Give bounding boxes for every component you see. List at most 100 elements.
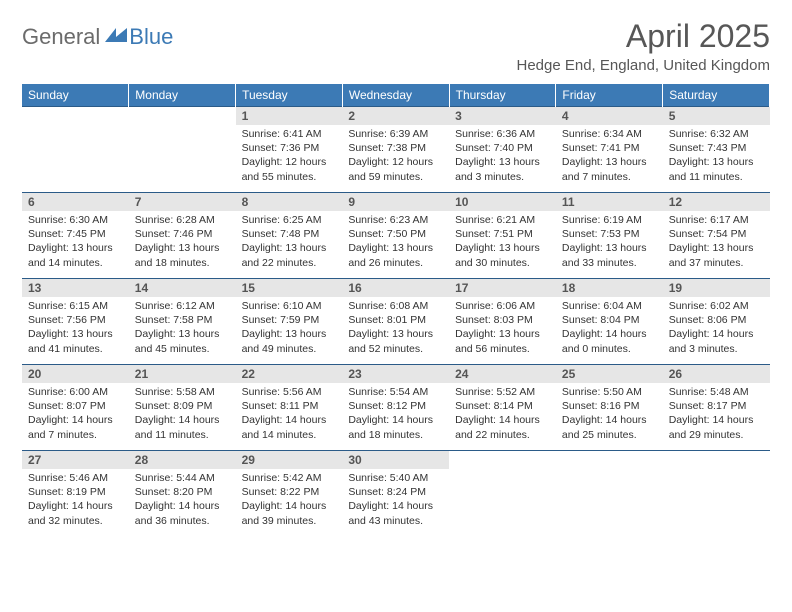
day-detail-line: and 29 minutes. <box>669 428 764 442</box>
day-detail-line: and 14 minutes. <box>28 256 123 270</box>
day-number: 15 <box>236 279 343 297</box>
day-detail-line: Sunrise: 6:06 AM <box>455 299 550 313</box>
day-detail-line: Sunrise: 6:23 AM <box>348 213 443 227</box>
day-details: Sunrise: 5:54 AMSunset: 8:12 PMDaylight:… <box>342 383 449 446</box>
calendar-cell: 27Sunrise: 5:46 AMSunset: 8:19 PMDayligh… <box>22 451 129 537</box>
calendar-cell: 6Sunrise: 6:30 AMSunset: 7:45 PMDaylight… <box>22 193 129 279</box>
day-detail-line: Sunset: 8:14 PM <box>455 399 550 413</box>
calendar-cell: 15Sunrise: 6:10 AMSunset: 7:59 PMDayligh… <box>236 279 343 365</box>
calendar-cell: 20Sunrise: 6:00 AMSunset: 8:07 PMDayligh… <box>22 365 129 451</box>
weekday-header: Sunday <box>22 84 129 107</box>
day-details: Sunrise: 6:06 AMSunset: 8:03 PMDaylight:… <box>449 297 556 360</box>
day-detail-line: and 11 minutes. <box>669 170 764 184</box>
day-detail-line: and 56 minutes. <box>455 342 550 356</box>
day-detail-line: and 3 minutes. <box>669 342 764 356</box>
day-details: Sunrise: 6:28 AMSunset: 7:46 PMDaylight:… <box>129 211 236 274</box>
day-detail-line: Daylight: 14 hours <box>562 413 657 427</box>
day-number: 1 <box>236 107 343 125</box>
day-detail-line: Sunrise: 5:54 AM <box>348 385 443 399</box>
day-detail-line: and 0 minutes. <box>562 342 657 356</box>
day-detail-line: Sunrise: 6:10 AM <box>242 299 337 313</box>
day-detail-line: Sunset: 8:04 PM <box>562 313 657 327</box>
weekday-header: Monday <box>129 84 236 107</box>
day-detail-line: Sunset: 8:09 PM <box>135 399 230 413</box>
day-detail-line: Sunset: 7:46 PM <box>135 227 230 241</box>
day-detail-line: Daylight: 14 hours <box>28 413 123 427</box>
day-detail-line: Sunrise: 6:17 AM <box>669 213 764 227</box>
day-details: Sunrise: 6:02 AMSunset: 8:06 PMDaylight:… <box>663 297 770 360</box>
day-detail-line: Sunrise: 5:46 AM <box>28 471 123 485</box>
day-detail-line: and 43 minutes. <box>348 514 443 528</box>
day-detail-line: and 45 minutes. <box>135 342 230 356</box>
day-details: Sunrise: 6:39 AMSunset: 7:38 PMDaylight:… <box>342 125 449 188</box>
day-detail-line: Daylight: 14 hours <box>28 499 123 513</box>
logo-text-blue: Blue <box>129 24 173 50</box>
day-detail-line: Daylight: 13 hours <box>135 327 230 341</box>
calendar-cell: 19Sunrise: 6:02 AMSunset: 8:06 PMDayligh… <box>663 279 770 365</box>
day-details: Sunrise: 5:52 AMSunset: 8:14 PMDaylight:… <box>449 383 556 446</box>
day-detail-line: Sunrise: 6:19 AM <box>562 213 657 227</box>
day-detail-line: and 22 minutes. <box>455 428 550 442</box>
day-detail-line: and 55 minutes. <box>242 170 337 184</box>
day-detail-line: Daylight: 14 hours <box>135 499 230 513</box>
day-detail-line: Sunset: 7:41 PM <box>562 141 657 155</box>
day-detail-line: Sunset: 7:51 PM <box>455 227 550 241</box>
day-detail-line: Sunset: 8:19 PM <box>28 485 123 499</box>
day-details: Sunrise: 5:40 AMSunset: 8:24 PMDaylight:… <box>342 469 449 532</box>
calendar-cell: 28Sunrise: 5:44 AMSunset: 8:20 PMDayligh… <box>129 451 236 537</box>
day-detail-line: Sunset: 7:45 PM <box>28 227 123 241</box>
day-detail-line: Sunrise: 6:02 AM <box>669 299 764 313</box>
day-detail-line: Daylight: 14 hours <box>455 413 550 427</box>
day-detail-line: Sunrise: 6:41 AM <box>242 127 337 141</box>
day-detail-line: Sunset: 7:54 PM <box>669 227 764 241</box>
day-detail-line: Sunset: 8:22 PM <box>242 485 337 499</box>
day-detail-line: Sunrise: 6:15 AM <box>28 299 123 313</box>
day-detail-line: and 39 minutes. <box>242 514 337 528</box>
calendar-row: 6Sunrise: 6:30 AMSunset: 7:45 PMDaylight… <box>22 193 770 279</box>
day-detail-line: and 59 minutes. <box>348 170 443 184</box>
day-detail-line: Sunset: 7:56 PM <box>28 313 123 327</box>
day-number: 12 <box>663 193 770 211</box>
day-detail-line: Daylight: 12 hours <box>242 155 337 169</box>
day-detail-line: Sunset: 7:43 PM <box>669 141 764 155</box>
day-detail-line: and 32 minutes. <box>28 514 123 528</box>
day-detail-line: Daylight: 13 hours <box>242 327 337 341</box>
weekday-header: Thursday <box>449 84 556 107</box>
day-detail-line: and 52 minutes. <box>348 342 443 356</box>
day-detail-line: and 7 minutes. <box>562 170 657 184</box>
day-number: 8 <box>236 193 343 211</box>
calendar-cell: 30Sunrise: 5:40 AMSunset: 8:24 PMDayligh… <box>342 451 449 537</box>
day-details: Sunrise: 5:58 AMSunset: 8:09 PMDaylight:… <box>129 383 236 446</box>
calendar-cell: 4Sunrise: 6:34 AMSunset: 7:41 PMDaylight… <box>556 107 663 193</box>
day-detail-line: Sunrise: 6:12 AM <box>135 299 230 313</box>
day-detail-line: Sunrise: 6:39 AM <box>348 127 443 141</box>
day-details: Sunrise: 6:19 AMSunset: 7:53 PMDaylight:… <box>556 211 663 274</box>
day-details: Sunrise: 6:15 AMSunset: 7:56 PMDaylight:… <box>22 297 129 360</box>
calendar-cell: 10Sunrise: 6:21 AMSunset: 7:51 PMDayligh… <box>449 193 556 279</box>
day-detail-line: Sunset: 8:24 PM <box>348 485 443 499</box>
page-title: April 2025 <box>516 18 770 55</box>
day-detail-line: Sunrise: 6:04 AM <box>562 299 657 313</box>
day-detail-line: Sunrise: 5:50 AM <box>562 385 657 399</box>
weekday-header-row: SundayMondayTuesdayWednesdayThursdayFrid… <box>22 84 770 107</box>
day-number: 13 <box>22 279 129 297</box>
calendar-table: SundayMondayTuesdayWednesdayThursdayFrid… <box>22 84 770 537</box>
calendar-cell: 7Sunrise: 6:28 AMSunset: 7:46 PMDaylight… <box>129 193 236 279</box>
day-detail-line: Daylight: 14 hours <box>562 327 657 341</box>
day-number: 11 <box>556 193 663 211</box>
day-detail-line: and 25 minutes. <box>562 428 657 442</box>
day-detail-line: Daylight: 14 hours <box>348 499 443 513</box>
calendar-cell: 26Sunrise: 5:48 AMSunset: 8:17 PMDayligh… <box>663 365 770 451</box>
day-details: Sunrise: 6:00 AMSunset: 8:07 PMDaylight:… <box>22 383 129 446</box>
day-number: 16 <box>342 279 449 297</box>
day-detail-line: Daylight: 14 hours <box>669 327 764 341</box>
day-detail-line: Sunset: 8:12 PM <box>348 399 443 413</box>
day-detail-line: Daylight: 13 hours <box>562 241 657 255</box>
calendar-cell: 25Sunrise: 5:50 AMSunset: 8:16 PMDayligh… <box>556 365 663 451</box>
day-detail-line: and 7 minutes. <box>28 428 123 442</box>
day-details: Sunrise: 6:30 AMSunset: 7:45 PMDaylight:… <box>22 211 129 274</box>
day-detail-line: Sunrise: 6:25 AM <box>242 213 337 227</box>
day-details: Sunrise: 6:41 AMSunset: 7:36 PMDaylight:… <box>236 125 343 188</box>
day-detail-line: Daylight: 14 hours <box>135 413 230 427</box>
day-number: 30 <box>342 451 449 469</box>
